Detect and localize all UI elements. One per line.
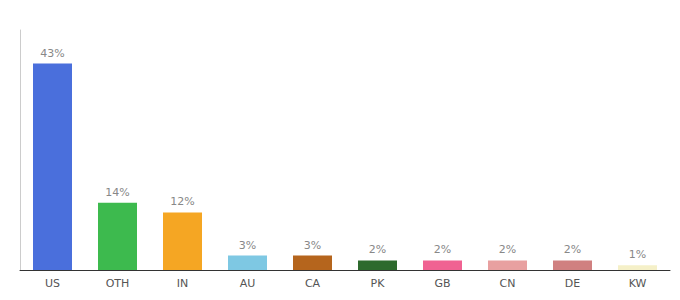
svg-text:CA: CA [305,277,321,290]
svg-text:DE: DE [565,277,580,290]
svg-text:CN: CN [500,277,516,290]
svg-text:KW: KW [629,277,647,290]
svg-text:3%: 3% [239,239,256,252]
svg-text:14%: 14% [105,186,129,199]
svg-text:GB: GB [434,277,450,290]
svg-text:PK: PK [371,277,386,290]
svg-text:43%: 43% [40,47,64,60]
svg-text:12%: 12% [170,195,194,208]
svg-text:OTH: OTH [106,277,130,290]
svg-text:1%: 1% [629,248,646,261]
svg-text:2%: 2% [369,243,386,256]
svg-text:2%: 2% [564,243,581,256]
svg-text:IN: IN [177,277,188,290]
svg-text:3%: 3% [304,239,321,252]
svg-text:US: US [45,277,60,290]
svg-text:2%: 2% [499,243,516,256]
svg-text:AU: AU [240,277,256,290]
svg-text:2%: 2% [434,243,451,256]
